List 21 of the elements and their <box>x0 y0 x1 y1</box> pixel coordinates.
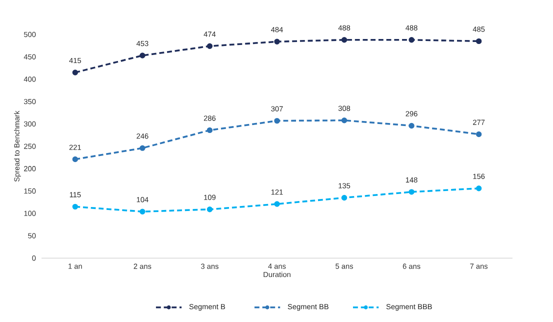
point <box>274 38 280 44</box>
point <box>341 36 348 43</box>
point <box>206 43 213 49</box>
point <box>408 188 414 195</box>
point <box>274 201 280 207</box>
point <box>476 185 482 192</box>
point <box>140 52 146 58</box>
point <box>341 117 348 124</box>
point <box>206 127 213 133</box>
point <box>206 206 213 212</box>
point <box>140 145 146 151</box>
point <box>72 156 78 162</box>
point <box>72 70 78 76</box>
point <box>476 38 482 44</box>
point <box>274 118 280 124</box>
point <box>408 122 414 128</box>
point <box>341 194 348 201</box>
point <box>408 36 414 43</box>
point <box>72 204 78 210</box>
point <box>476 131 482 137</box>
point <box>140 208 146 214</box>
